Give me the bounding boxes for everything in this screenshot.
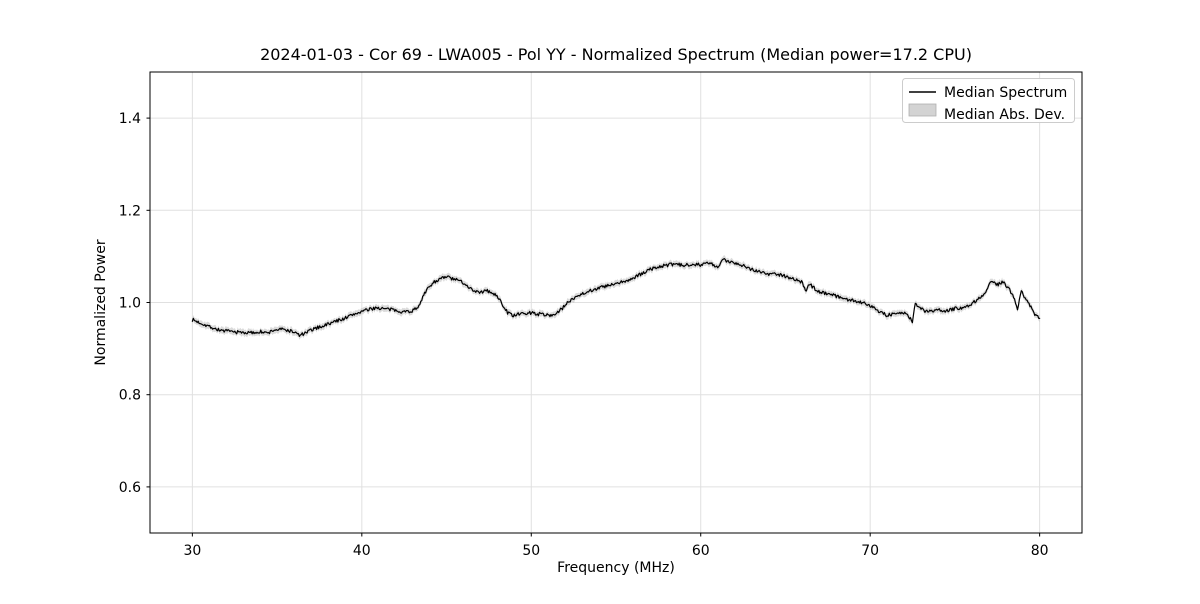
y-tick-label: 1.4 [119,111,141,127]
legend-patch-sample [908,103,937,117]
chart-title: 2024-01-03 - Cor 69 - LWA005 - Pol YY - … [260,45,972,64]
x-axis-label: Frequency (MHz) [557,560,675,576]
tick-labels: 30 40 50 60 70 80 0.6 0.8 1.0 1.2 1.4 [119,111,1049,559]
y-tick-label: 1.0 [119,296,141,312]
x-tick-label: 30 [183,543,201,559]
tick-marks [146,117,1041,537]
legend: Median Spectrum Median Abs. Dev. [902,78,1075,123]
x-tick-label: 50 [522,543,540,559]
y-tick-label: 0.8 [119,388,141,404]
legend-label-median-abs-dev: Median Abs. Dev. [944,107,1065,123]
median-abs-dev-band [192,255,1040,340]
series-group [191,255,1041,340]
legend-box [902,78,1075,123]
x-tick-label: 70 [861,543,879,559]
x-tick-label: 40 [353,543,371,559]
legend-label-median-spectrum: Median Spectrum [944,85,1067,101]
grid-lines [150,72,1082,533]
y-axis-label: Normalized Power [93,239,109,365]
y-tick-label: 0.6 [119,480,141,496]
x-tick-label: 80 [1031,543,1049,559]
y-tick-label: 1.2 [119,203,141,219]
x-tick-label: 60 [692,543,710,559]
median-spectrum-line [191,258,1041,338]
